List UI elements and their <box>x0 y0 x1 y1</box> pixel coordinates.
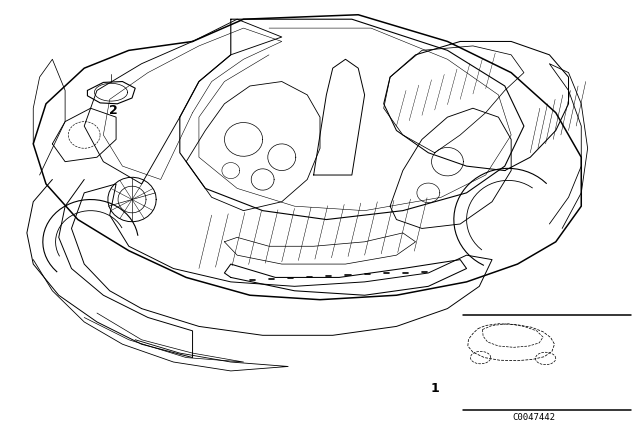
Text: 1: 1 <box>430 382 439 395</box>
Text: C0047442: C0047442 <box>512 413 555 422</box>
Text: 2: 2 <box>109 104 117 117</box>
